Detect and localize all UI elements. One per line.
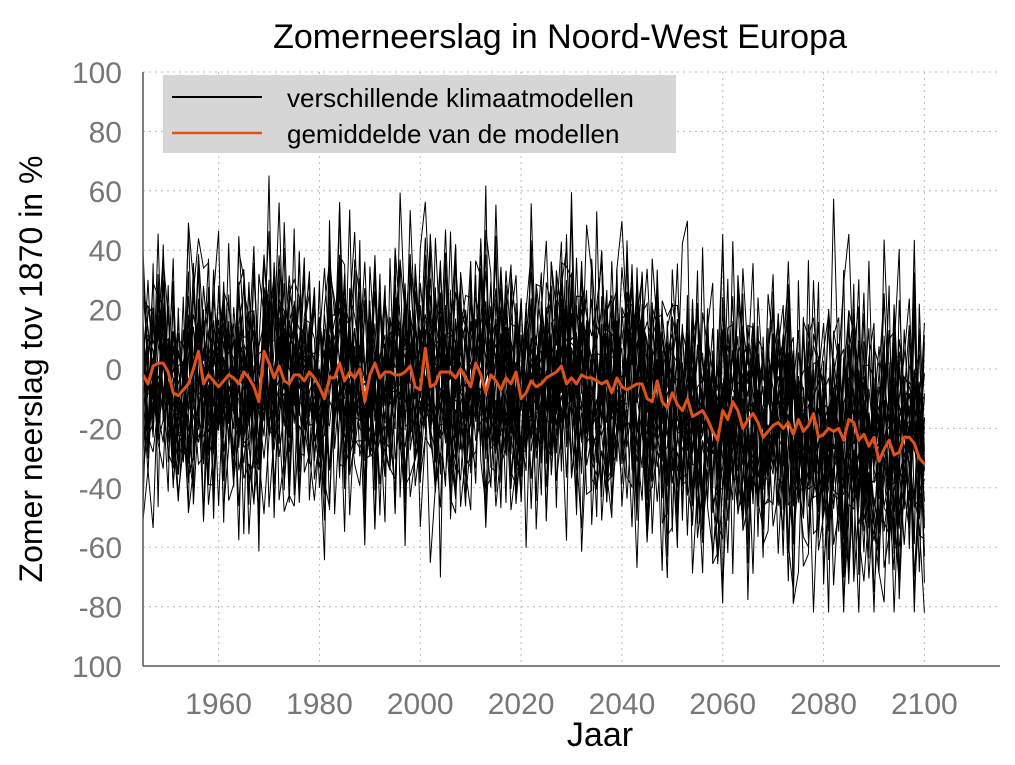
legend: verschillende klimaatmodellen gemiddelde… [163,75,676,153]
x-tick-label: 2040 [589,688,656,721]
x-tick-label: 2100 [891,688,958,721]
model-line [142,222,925,613]
mean-line [141,346,926,465]
y-tick-label: 80 [89,116,122,149]
x-tick-label: 1960 [185,688,252,721]
legend-label-mean: gemiddelde van de modellen [287,119,619,149]
x-tick-label: 2060 [689,688,756,721]
y-tick-label: 0 [105,354,122,387]
x-axis-label: Jaar [567,716,633,754]
model-line [142,240,925,582]
x-tick-label: 2000 [387,688,454,721]
y-tick-label: 40 [89,235,122,268]
y-tick-label: 20 [89,295,122,328]
y-tick-label: 100 [72,57,122,90]
y-tick-label: -80 [79,592,122,625]
chart-title: Zomerneerslag in Noord-West Europa [273,18,847,56]
x-tick-label: 2080 [790,688,857,721]
y-axis-label: Zomer neerslag tov 1870 in % [13,156,49,583]
y-tick-label: 60 [89,176,122,209]
y-tick-label: -20 [79,413,122,446]
legend-label-models: verschillende klimaatmodellen [287,83,634,113]
x-tick-labels: 1960 1980 2000 2020 2040 2060 2080 2100 [185,688,958,721]
x-tick-label: 1980 [286,688,353,721]
axes [142,72,1000,667]
mean-line-group [141,346,926,465]
x-tick-label: 2020 [488,688,555,721]
y-tick-label: 100 [72,651,122,684]
y-tick-label: -60 [79,532,122,565]
y-tick-labels: 100 80 60 40 20 0 -20 -40 -60 -80 100 [72,57,122,684]
legend-box [163,75,676,153]
y-tick-label: -40 [79,473,122,506]
model-lines [142,175,925,613]
